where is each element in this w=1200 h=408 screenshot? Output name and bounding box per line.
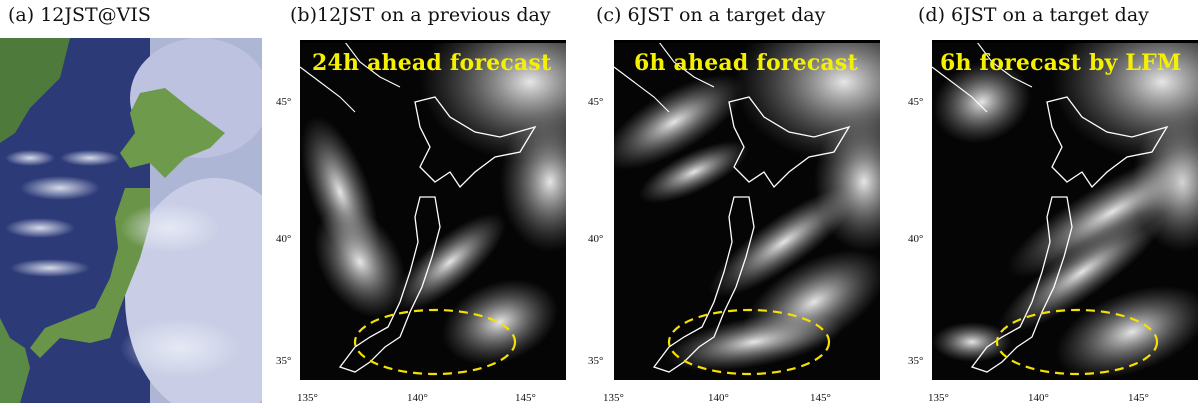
highlight-ellipse — [995, 308, 1159, 376]
coastline-hokkaido — [728, 96, 851, 189]
panel-d-xtick-140: 140° — [1028, 392, 1049, 404]
panel-b-ytick-35: 35° — [276, 355, 292, 367]
coastline-honshu — [652, 196, 755, 373]
panel-c-title: (c) 6JST on a target day — [596, 4, 826, 26]
panel-b-ytick-40: 40° — [276, 233, 292, 245]
cloud-mass-east — [500, 112, 566, 252]
panel-b-title: (b)12JST on a previous day — [290, 4, 551, 26]
coastline-continent — [932, 66, 988, 113]
panel-c-xtick-145: 145° — [810, 392, 831, 404]
panel-c-overlay-label: 6h ahead forecast — [634, 50, 858, 76]
cloud-band-4 — [1055, 285, 1198, 379]
panel-d-xtick-135: 135° — [928, 392, 949, 404]
panel-d-map: 6h forecast by LFM — [932, 42, 1198, 380]
panel-c-cloud-image — [614, 42, 880, 380]
panel-d-ytick-45: 45° — [908, 96, 924, 108]
panel-d-ytick-40: 40° — [908, 233, 924, 245]
panel-c-xtick-135: 135° — [603, 392, 624, 404]
panel-c-map: 6h ahead forecast — [614, 42, 880, 380]
coastline-hokkaido — [414, 96, 537, 189]
coastline-continent — [614, 66, 670, 113]
panel-c-ytick-35: 35° — [588, 355, 604, 367]
panel-b-ytick-45: 45° — [276, 96, 292, 108]
cloud-band-1 — [614, 74, 745, 170]
cloud-band-3 — [708, 186, 860, 298]
panel-b-map: 24h ahead forecast — [300, 42, 566, 380]
panel-b-frame-top — [300, 40, 566, 43]
coastline-sakhalin — [976, 42, 1033, 88]
panel-d-overlay-label: 6h forecast by LFM — [940, 50, 1182, 76]
cloud-band-2 — [314, 206, 406, 318]
panel-b-cloud-image — [300, 42, 566, 380]
cloud-band-4 — [441, 279, 559, 365]
highlight-ellipse — [667, 308, 831, 376]
cloud-band-5 — [932, 322, 1012, 362]
panel-c-xtick-140: 140° — [708, 392, 729, 404]
panel-d-title: (d) 6JST on a target day — [918, 4, 1149, 26]
coastline-honshu — [338, 196, 441, 373]
panel-b-xtick-145: 145° — [515, 392, 536, 404]
panel-d-xtick-145: 145° — [1128, 392, 1149, 404]
coastline-hokkaido — [1046, 96, 1169, 189]
panel-a-title: (a) 12JST@VIS — [8, 4, 151, 26]
panel-c-frame-top — [614, 40, 880, 43]
panel-b-xtick-140: 140° — [407, 392, 428, 404]
coastline-honshu — [970, 196, 1073, 373]
coastline-sakhalin — [344, 42, 401, 88]
panel-b-xtick-135: 135° — [297, 392, 318, 404]
cloud-band-5 — [665, 312, 843, 372]
cloud-band-3 — [998, 211, 1166, 333]
cloud-band-1 — [933, 60, 1031, 144]
highlight-ellipse — [353, 308, 517, 376]
coastline-continent — [300, 66, 356, 113]
coastline-sakhalin — [658, 42, 715, 88]
panel-d-ytick-35: 35° — [908, 355, 924, 367]
panel-c-ytick-45: 45° — [588, 96, 604, 108]
panel-c-ytick-40: 40° — [588, 233, 604, 245]
cloud-band-2 — [638, 140, 750, 204]
panel-b-overlay-label: 24h ahead forecast — [312, 50, 552, 76]
satellite-visible-image — [0, 38, 262, 403]
panel-d-frame-top — [932, 40, 1198, 43]
panel-d-cloud-image — [932, 42, 1198, 380]
cloud-band-2 — [1007, 146, 1198, 278]
